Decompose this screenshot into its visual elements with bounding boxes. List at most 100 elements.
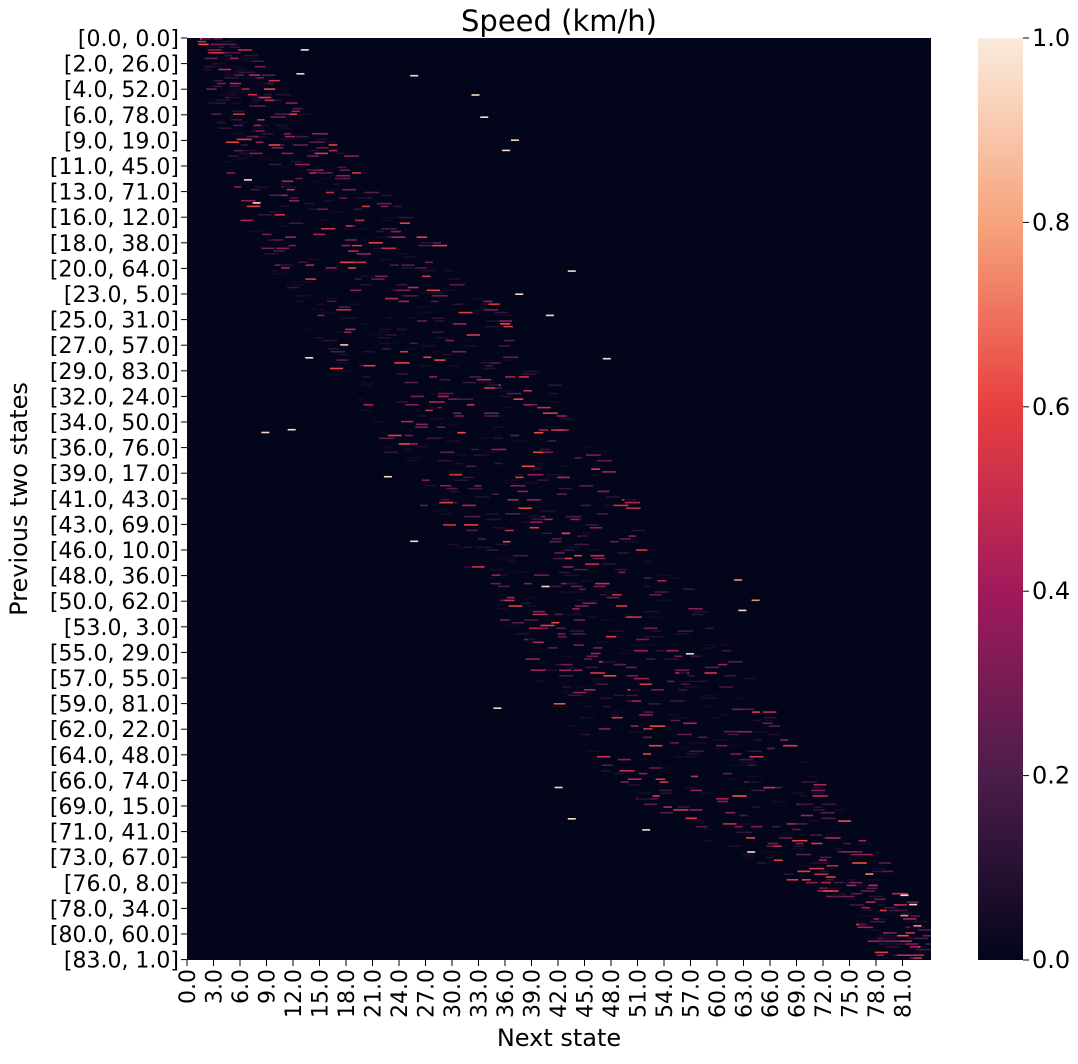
heatmap-cell bbox=[463, 566, 475, 568]
heatmap-cell bbox=[830, 867, 838, 870]
heatmap-cell bbox=[736, 831, 752, 834]
heatmap-cell bbox=[401, 420, 414, 423]
heatmap-cell bbox=[511, 440, 527, 442]
heatmap-cell bbox=[312, 133, 327, 135]
heatmap-cell bbox=[773, 859, 783, 861]
heatmap-cell bbox=[618, 571, 626, 574]
heatmap-cell bbox=[843, 842, 851, 845]
y-tick-label: [32.0, 24.0] bbox=[50, 385, 179, 410]
heatmap-cell bbox=[798, 865, 813, 867]
heatmap-cell bbox=[626, 675, 639, 677]
heatmap-cell bbox=[304, 202, 315, 205]
heatmap-cell bbox=[725, 811, 736, 814]
heatmap-cell bbox=[554, 705, 569, 708]
heatmap-cell-high bbox=[567, 818, 576, 820]
heatmap-cell bbox=[320, 311, 334, 314]
heatmap-cell bbox=[204, 57, 218, 60]
heatmap-cell bbox=[524, 596, 539, 599]
y-tick-label: [4.0, 52.0] bbox=[64, 78, 179, 103]
heatmap-cell bbox=[355, 219, 365, 222]
heatmap-cell bbox=[699, 792, 711, 794]
heatmap-cell bbox=[457, 454, 469, 456]
heatmap-cell bbox=[258, 82, 268, 85]
heatmap-cell bbox=[295, 163, 310, 166]
heatmap-cell bbox=[253, 124, 262, 127]
heatmap-cell bbox=[217, 63, 227, 65]
heatmap-cell bbox=[279, 138, 289, 141]
heatmap-cell bbox=[588, 465, 604, 468]
heatmap-cell bbox=[453, 412, 461, 414]
heatmap-cell bbox=[813, 786, 821, 789]
heatmap-cell bbox=[419, 269, 436, 272]
heatmap-cell bbox=[214, 99, 230, 102]
heatmap-cell bbox=[257, 119, 265, 121]
heatmap-cell bbox=[440, 499, 450, 501]
heatmap-cell bbox=[419, 504, 428, 507]
heatmap-cell bbox=[686, 680, 698, 683]
heatmap-cell bbox=[595, 582, 610, 585]
heatmap-cell bbox=[643, 610, 659, 613]
heatmap-cell bbox=[281, 267, 290, 269]
heatmap-cell bbox=[548, 384, 562, 386]
heatmap-cell bbox=[869, 920, 886, 923]
heatmap-cell bbox=[267, 239, 284, 241]
heatmap-cell bbox=[236, 68, 246, 71]
heatmap-cell bbox=[892, 943, 906, 945]
heatmap-cell bbox=[380, 205, 389, 208]
heatmap-cell bbox=[242, 77, 256, 79]
heatmap-cell bbox=[586, 750, 600, 753]
heatmap-cell bbox=[358, 261, 367, 264]
heatmap-cell bbox=[659, 789, 673, 792]
heatmap-cell bbox=[556, 415, 567, 417]
y-tick-label: [50.0, 62.0] bbox=[50, 590, 179, 615]
heatmap-cell bbox=[625, 666, 637, 669]
heatmap-cell bbox=[229, 116, 239, 118]
heatmap-cell bbox=[277, 88, 291, 90]
heatmap-cell bbox=[882, 940, 895, 942]
heatmap-cell bbox=[558, 571, 570, 574]
heatmap-cell bbox=[224, 54, 233, 57]
heatmap-cell bbox=[876, 954, 884, 956]
heatmap-cell bbox=[838, 820, 851, 822]
heatmap-cell bbox=[573, 619, 586, 621]
heatmap-cell bbox=[844, 881, 853, 884]
heatmap-cell bbox=[887, 934, 899, 937]
heatmap-cell bbox=[431, 317, 445, 319]
heatmap-cell bbox=[486, 577, 496, 579]
heatmap-cell bbox=[285, 236, 296, 238]
heatmap-cell bbox=[726, 845, 742, 847]
heatmap-cell bbox=[724, 675, 736, 677]
heatmap-cell bbox=[774, 786, 783, 789]
heatmap-cell bbox=[419, 292, 433, 294]
heatmap-cell bbox=[768, 733, 780, 736]
heatmap-cell bbox=[415, 426, 429, 428]
heatmap-cell bbox=[339, 169, 350, 171]
heatmap-cell-high bbox=[865, 873, 874, 875]
heatmap-cell bbox=[527, 473, 544, 476]
heatmap-cell bbox=[705, 705, 713, 708]
heatmap-cell bbox=[603, 675, 617, 677]
heatmap-cell bbox=[227, 38, 238, 40]
heatmap-cell bbox=[486, 320, 500, 322]
y-tick-label: [41.0, 43.0] bbox=[50, 488, 179, 513]
heatmap-cell bbox=[569, 630, 585, 632]
heatmap-cell bbox=[523, 482, 538, 484]
heatmap-cell bbox=[719, 644, 732, 646]
heatmap-cell bbox=[463, 381, 477, 384]
chart-title: Speed (km/h) bbox=[461, 4, 657, 38]
heatmap-cell bbox=[498, 390, 511, 392]
heatmap-cell bbox=[420, 364, 432, 367]
x-tick-label: 27.0 bbox=[415, 969, 440, 1018]
heatmap-cell bbox=[497, 557, 508, 560]
heatmap-cell bbox=[296, 300, 304, 303]
heatmap-cell bbox=[623, 540, 638, 543]
heatmap-cell bbox=[398, 328, 407, 331]
heatmap-cell bbox=[375, 275, 388, 278]
heatmap-cell bbox=[599, 594, 607, 596]
heatmap-cell bbox=[471, 448, 479, 451]
x-tick-label: 66.0 bbox=[759, 969, 784, 1018]
heatmap-cell bbox=[873, 898, 887, 901]
heatmap-cell bbox=[218, 127, 232, 129]
heatmap-cell bbox=[544, 518, 553, 521]
heatmap-cell bbox=[541, 532, 552, 535]
